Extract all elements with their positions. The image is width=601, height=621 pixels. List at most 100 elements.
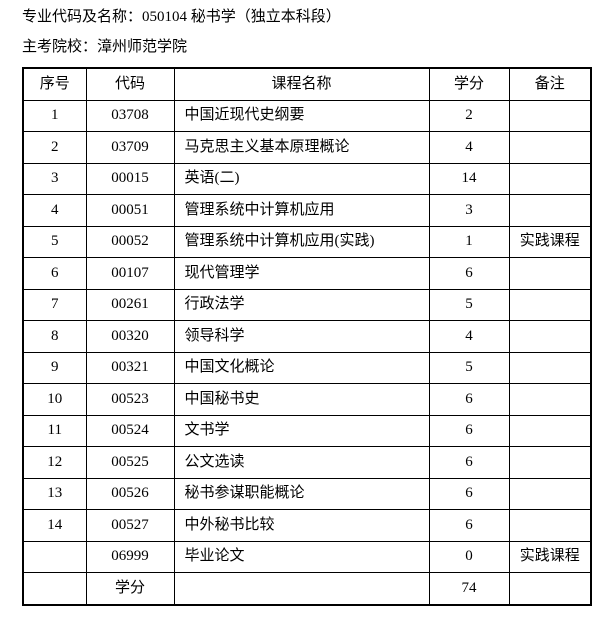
cell-credits: 6 [428,446,510,479]
cell-note [508,257,592,290]
cell-note [508,99,592,132]
cell-seq: 10 [22,383,87,416]
cell-code: 03708 [85,99,175,132]
cell-code: 00527 [85,509,175,542]
cell-seq: 13 [22,477,87,510]
footer-total-credits: 74 [428,572,510,605]
cell-note [508,383,592,416]
cell-course-name: 英语(二) [173,162,430,195]
table-row: 2 03709 马克思主义基本原理概论 4 [22,131,592,164]
header-course-name: 课程名称 [173,67,430,101]
cell-code: 00107 [85,257,175,290]
table-row: 12 00525 公文选读 6 [22,446,592,479]
cell-credits: 2 [428,99,510,132]
cell-code: 06999 [85,540,175,573]
cell-course-name: 领导科学 [173,320,430,353]
table-row: 11 00524 文书学 6 [22,414,592,447]
cell-credits: 6 [428,509,510,542]
cell-credits: 0 [428,540,510,573]
cell-credits: 6 [428,257,510,290]
cell-code: 00261 [85,288,175,321]
cell-seq: 3 [22,162,87,195]
cell-code: 00320 [85,320,175,353]
cell-course-name: 管理系统中计算机应用 [173,194,430,227]
cell-seq: 2 [22,131,87,164]
cell-seq: 1 [22,99,87,132]
header-credits: 学分 [428,67,510,101]
cell-course-name: 文书学 [173,414,430,447]
cell-note [508,446,592,479]
cell-credits: 6 [428,477,510,510]
cell-note [508,131,592,164]
major-code-and-name-line: 专业代码及名称：050104 秘书学（独立本科段） [22,9,341,25]
cell-credits: 1 [428,225,510,258]
cell-note [508,194,592,227]
table-row: 14 00527 中外秘书比较 6 [22,509,592,542]
cell-seq: 12 [22,446,87,479]
table-row: 7 00261 行政法学 5 [22,288,592,321]
cell-code: 00525 [85,446,175,479]
cell-credits: 5 [428,351,510,384]
table-footer-row: 学分 74 [22,572,592,605]
cell-credits: 6 [428,383,510,416]
cell-note [508,320,592,353]
cell-course-name: 中外秘书比较 [173,509,430,542]
cell-note [508,477,592,510]
table-row: 6 00107 现代管理学 6 [22,257,592,290]
cell-note [508,509,592,542]
cell-code: 03709 [85,131,175,164]
table-row: 4 00051 管理系统中计算机应用 3 [22,194,592,227]
cell-seq [22,572,87,605]
cell-note [508,288,592,321]
examining-institution-line: 主考院校：漳州师范学院 [22,39,188,55]
cell-credits: 5 [428,288,510,321]
cell-seq: 9 [22,351,87,384]
course-table: 序号 代码 课程名称 学分 备注 1 03708 中国近现代史纲要 2 2 03… [22,67,592,606]
cell-course-name: 秘书参谋职能概论 [173,477,430,510]
table-row: 8 00320 领导科学 4 [22,320,592,353]
cell-course-name: 行政法学 [173,288,430,321]
cell-seq: 7 [22,288,87,321]
cell-course-name: 毕业论文 [173,540,430,573]
table-row: 5 00052 管理系统中计算机应用(实践) 1 实践课程 [22,225,592,258]
cell-course-name: 马克思主义基本原理概论 [173,131,430,164]
cell-note [508,351,592,384]
cell-credits: 4 [428,131,510,164]
cell-code: 00051 [85,194,175,227]
cell-course-name: 中国秘书史 [173,383,430,416]
cell-credits: 14 [428,162,510,195]
table-row: 10 00523 中国秘书史 6 [22,383,592,416]
header-note: 备注 [508,67,592,101]
cell-course-name: 中国近现代史纲要 [173,99,430,132]
table-row: 13 00526 秘书参谋职能概论 6 [22,477,592,510]
cell-code: 00015 [85,162,175,195]
table-row: 1 03708 中国近现代史纲要 2 [22,99,592,132]
cell-note [508,414,592,447]
cell-credits: 4 [428,320,510,353]
cell-course-name: 公文选读 [173,446,430,479]
cell-credits: 6 [428,414,510,447]
cell-course-name: 现代管理学 [173,257,430,290]
table-row: 3 00015 英语(二) 14 [22,162,592,195]
cell-note [508,162,592,195]
cell-course-name: 中国文化概论 [173,351,430,384]
cell-seq: 6 [22,257,87,290]
cell-note [508,572,592,605]
table-row: 06999 毕业论文 0 实践课程 [22,540,592,573]
footer-credits-label: 学分 [85,572,175,605]
cell-seq: 5 [22,225,87,258]
cell-course-name [173,572,430,605]
table-header-row: 序号 代码 课程名称 学分 备注 [22,67,592,101]
cell-credits: 3 [428,194,510,227]
cell-course-name: 管理系统中计算机应用(实践) [173,225,430,258]
cell-code: 00052 [85,225,175,258]
cell-seq: 8 [22,320,87,353]
header-code: 代码 [85,67,175,101]
table-row: 9 00321 中国文化概论 5 [22,351,592,384]
cell-seq [22,540,87,573]
cell-code: 00526 [85,477,175,510]
cell-code: 00523 [85,383,175,416]
header-seq: 序号 [22,67,87,101]
cell-seq: 14 [22,509,87,542]
